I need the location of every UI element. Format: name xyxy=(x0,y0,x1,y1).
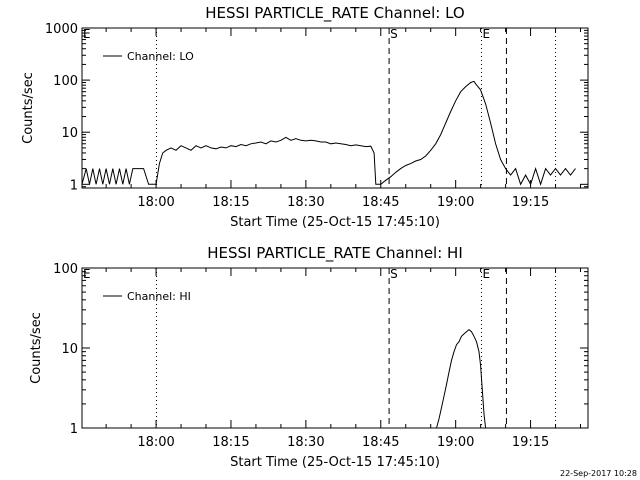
marker-label-lo: E xyxy=(482,27,490,41)
y-tick-label-lo: 10 xyxy=(61,126,78,141)
y-tick-label-lo: 1 xyxy=(70,178,78,193)
y-axis-label-hi: Counts/sec xyxy=(29,312,44,384)
x-axis-label-hi: Start Time (25-Oct-15 17:45:10) xyxy=(230,455,440,470)
y-tick-label-hi: 100 xyxy=(53,262,78,277)
x-tick-label-lo: 19:15 xyxy=(512,195,549,210)
x-tick-label-lo: 18:00 xyxy=(137,195,174,210)
chart-hi: HESSI PARTICLE_RATE Channel: HI 18:00 18:1… xyxy=(29,244,589,470)
chart-title-lo: HESSI PARTICLE_RATE Channel: LO xyxy=(205,4,464,23)
series-line-hi xyxy=(436,328,487,429)
x-tick-label-lo: 18:15 xyxy=(212,195,249,210)
y-tick-label-hi: 1 xyxy=(70,422,78,437)
y-tick-label-lo: 100 xyxy=(53,74,78,89)
chart-lo: HESSI PARTICLE_RATE Channel: LO 18:00 18:1… xyxy=(21,4,589,230)
series-line-lo xyxy=(81,80,576,186)
legend-label-hi: Channel: HI xyxy=(127,290,191,303)
x-tick-label-hi: 19:15 xyxy=(512,435,549,450)
x-axis-label-lo: Start Time (25-Oct-15 17:45:10) xyxy=(230,215,440,230)
marker-label-lo: S xyxy=(390,27,398,41)
y-tick-label-hi: 10 xyxy=(61,342,78,357)
chart-title-hi: HESSI PARTICLE_RATE Channel: HI xyxy=(207,244,463,263)
y-tick-label-lo: 1000 xyxy=(45,22,78,37)
x-tick-label-hi: 18:00 xyxy=(137,435,174,450)
x-tick-label-hi: 18:45 xyxy=(362,435,399,450)
marker-label-hi: E xyxy=(83,267,91,281)
x-tick-label-lo: 19:00 xyxy=(437,195,474,210)
marker-label-hi: E xyxy=(482,267,490,281)
legend-label-lo: Channel: LO xyxy=(127,50,194,63)
x-tick-label-lo: 18:45 xyxy=(362,195,399,210)
y-axis-label-lo: Counts/sec xyxy=(21,72,36,144)
x-tick-label-lo: 18:30 xyxy=(287,195,324,210)
x-tick-label-hi: 19:00 xyxy=(437,435,474,450)
marker-label-hi: S xyxy=(390,267,398,281)
x-tick-label-hi: 18:15 xyxy=(212,435,249,450)
x-tick-label-hi: 18:30 xyxy=(287,435,324,450)
footer-timestamp: 22-Sep-2017 10:28 xyxy=(560,469,637,478)
marker-label-lo: E xyxy=(83,27,91,41)
